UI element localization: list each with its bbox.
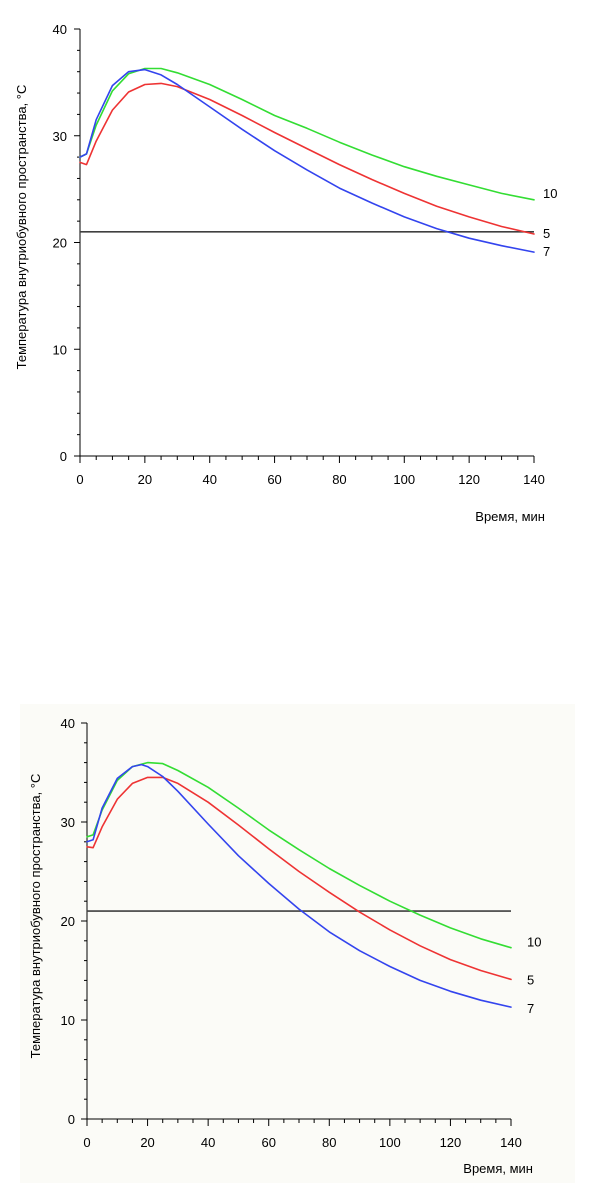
series-line-5 <box>86 776 512 981</box>
y-tick-label: 40 <box>61 716 75 731</box>
x-tick-label: 0 <box>83 1135 90 1150</box>
series-line-7 <box>86 763 512 1008</box>
x-tick-label: 40 <box>202 472 216 487</box>
y-axis-title: Температура внутриобувного пространства,… <box>28 774 43 1059</box>
y-tick-label: 40 <box>53 22 67 37</box>
y-tick-label: 30 <box>61 815 75 830</box>
y-tick-label: 10 <box>61 1013 75 1028</box>
x-tick-label: 80 <box>322 1135 336 1150</box>
series-label-10: 10 <box>527 935 541 950</box>
plot-background <box>20 704 575 1183</box>
y-tick-label: 0 <box>60 449 67 464</box>
x-tick-label: 120 <box>440 1135 462 1150</box>
series-label-7: 7 <box>527 1001 534 1016</box>
series-label-7: 7 <box>543 244 550 259</box>
y-tick-label: 30 <box>53 129 67 144</box>
x-tick-label: 40 <box>201 1135 215 1150</box>
x-tick-label: 20 <box>140 1135 154 1150</box>
series-line-5 <box>79 82 535 235</box>
x-tick-label: 80 <box>332 472 346 487</box>
x-tick-label: 140 <box>500 1135 522 1150</box>
x-tick-label: 140 <box>523 472 545 487</box>
y-axis-title: Температура внутриобувного пространства,… <box>14 85 29 370</box>
x-tick-label: 0 <box>76 472 83 487</box>
series-line-10 <box>79 67 535 201</box>
y-tick-label: 0 <box>68 1112 75 1127</box>
x-tick-label: 60 <box>261 1135 275 1150</box>
x-axis-title: Время, мин <box>463 1161 533 1176</box>
x-tick-label: 20 <box>138 472 152 487</box>
chart-bottom: 0 10 20 30 40 0 20 40 60 80 100 120 140 Время, мин Тем… <box>20 704 575 1183</box>
x-tick-label: 120 <box>458 472 480 487</box>
x-tick-label: 100 <box>379 1135 401 1150</box>
y-tick-label: 20 <box>53 236 67 251</box>
x-tick-label: 100 <box>393 472 415 487</box>
x-tick-label: 60 <box>267 472 281 487</box>
x-axis-title: Время, мин <box>475 509 545 524</box>
y-tick-label: 20 <box>61 914 75 929</box>
series-line-10 <box>86 761 512 949</box>
chart-top: 0 10 20 30 40 0 20 40 60 80 100 120 140 Время, мин Тем… <box>14 22 557 524</box>
series-label-10: 10 <box>543 186 557 201</box>
y-tick-label: 10 <box>53 342 67 357</box>
series-label-5: 5 <box>543 226 550 241</box>
series-label-5: 5 <box>527 972 534 987</box>
series-line-7 <box>79 68 535 253</box>
